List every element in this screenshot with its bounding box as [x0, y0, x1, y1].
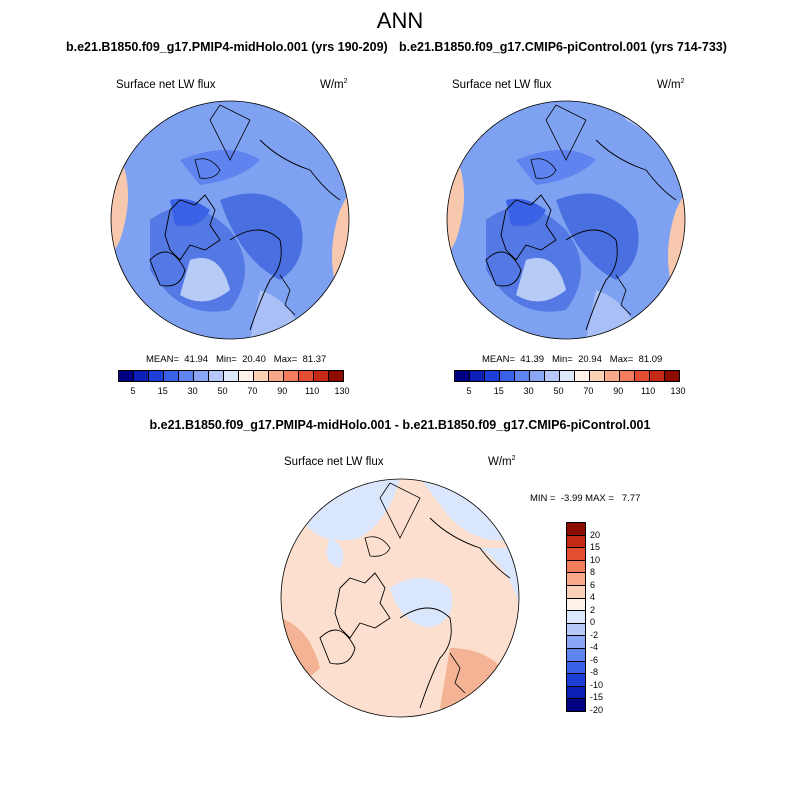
colorbar-tick-label: 130 [334, 386, 350, 396]
colorbar-swatch [560, 371, 575, 381]
colorbar-tick-label: 130 [670, 386, 686, 396]
left-stats: MEAN= 41.94 Min= 20.40 Max= 81.37 [146, 354, 327, 365]
colorbar-tick-label: 110 [640, 386, 656, 396]
colorbar-swatch [650, 371, 665, 381]
diff-colorbar [566, 522, 586, 712]
colorbar-swatch [254, 371, 269, 381]
difference-polar-map [280, 478, 520, 718]
colorbar-tick-label: -8 [590, 667, 599, 678]
colorbar-tick-label: -6 [590, 654, 599, 665]
left-colorbar-ticks: 5 15 30 50 70 90 110 130 [118, 386, 349, 398]
colorbar-tick-label: -2 [590, 629, 599, 640]
colorbar-tick-label: 15 [493, 386, 504, 396]
colorbar-swatch [485, 371, 500, 381]
colorbar-swatch [194, 371, 209, 381]
left-polar-map [110, 100, 350, 340]
colorbar-swatch [545, 371, 560, 381]
colorbar-swatch [530, 371, 545, 381]
colorbar-tick-label: 90 [277, 386, 288, 396]
right-colorbar [454, 370, 680, 382]
colorbar-tick-label: 30 [187, 386, 198, 396]
colorbar-swatch [567, 573, 585, 586]
colorbar-swatch [224, 371, 239, 381]
colorbar-tick-label: 90 [613, 386, 624, 396]
diff-stats: MIN = -3.99 MAX = 7.77 [530, 493, 641, 504]
colorbar-tick-label: -4 [590, 642, 599, 653]
left-variable-label: Surface net LW flux [116, 79, 216, 91]
colorbar-tick-label: 2 [590, 604, 596, 615]
colorbar-swatch [329, 371, 343, 381]
colorbar-tick-label: 70 [583, 386, 594, 396]
colorbar-swatch [635, 371, 650, 381]
colorbar-tick-label: 6 [590, 579, 596, 590]
colorbar-swatch [239, 371, 254, 381]
colorbar-swatch [314, 371, 329, 381]
colorbar-tick-label: -10 [590, 679, 604, 690]
colorbar-tick-label: 4 [590, 592, 596, 603]
colorbar-swatch [515, 371, 530, 381]
colorbar-tick-label: 8 [590, 567, 596, 578]
right-run-title: b.e21.B1850.f09_g17.CMIP6-piControl.001 … [399, 40, 727, 54]
colorbar-tick-label: 70 [247, 386, 258, 396]
colorbar-swatch [269, 371, 284, 381]
colorbar-swatch [605, 371, 620, 381]
colorbar-swatch [567, 661, 585, 675]
colorbar-tick-label: -15 [590, 692, 604, 703]
colorbar-swatch [470, 371, 485, 381]
colorbar-swatch [620, 371, 635, 381]
colorbar-swatch [567, 560, 585, 574]
colorbar-swatch [500, 371, 515, 381]
colorbar-swatch [575, 371, 590, 381]
right-units-label: W/m2 [657, 78, 685, 91]
colorbar-swatch [567, 699, 585, 711]
colorbar-swatch [209, 371, 224, 381]
colorbar-swatch [164, 371, 179, 381]
colorbar-swatch [590, 371, 605, 381]
left-units-label: W/m2 [320, 78, 348, 91]
colorbar-swatch [567, 674, 585, 687]
colorbar-tick-label: 110 [304, 386, 320, 396]
right-stats: MEAN= 41.39 Min= 20.94 Max= 81.09 [482, 354, 663, 365]
colorbar-tick-label: 10 [590, 554, 601, 565]
main-title: ANN [376, 8, 424, 33]
colorbar-swatch [455, 371, 470, 381]
colorbar-swatch [567, 611, 585, 624]
left-run-title: b.e21.B1850.f09_g17.PMIP4-midHolo.001 (y… [66, 40, 388, 54]
colorbar-swatch [134, 371, 149, 381]
diff-colorbar-ticks: 20 15 10 8 6 4 2 0 -2 -4 -6 -8 -10 -15 -20 [590, 522, 620, 715]
colorbar-tick-label: 20 [590, 529, 601, 540]
colorbar-swatch [567, 623, 585, 637]
difference-title: b.e21.B1850.f09_g17.PMIP4-midHolo.001 - … [149, 418, 651, 432]
colorbar-swatch [567, 523, 585, 536]
colorbar-tick-label: 5 [466, 386, 472, 396]
colorbar-swatch [284, 371, 299, 381]
colorbar-tick-label: 0 [590, 617, 596, 628]
diff-units-label: W/m2 [488, 455, 516, 468]
colorbar-tick-label: 15 [590, 542, 601, 553]
left-colorbar [118, 370, 344, 382]
right-polar-map [446, 100, 686, 340]
colorbar-swatch [149, 371, 164, 381]
colorbar-swatch [567, 636, 585, 649]
colorbar-swatch [665, 371, 679, 381]
colorbar-swatch [179, 371, 194, 381]
right-colorbar-ticks: 5 15 30 50 70 90 110 130 [454, 386, 685, 398]
colorbar-swatch [119, 371, 134, 381]
colorbar-swatch [567, 598, 585, 612]
right-variable-label: Surface net LW flux [452, 79, 552, 91]
colorbar-tick-label: 15 [157, 386, 168, 396]
colorbar-swatch [567, 548, 585, 561]
colorbar-tick-label: 30 [523, 386, 534, 396]
colorbar-swatch [567, 686, 585, 700]
colorbar-swatch [567, 585, 585, 599]
colorbar-swatch [299, 371, 314, 381]
diff-variable-label: Surface net LW flux [284, 456, 384, 468]
colorbar-tick-label: 5 [130, 386, 136, 396]
colorbar-tick-label: -20 [590, 705, 604, 715]
colorbar-tick-label: 50 [553, 386, 564, 396]
colorbar-swatch [567, 535, 585, 549]
colorbar-swatch [567, 648, 585, 662]
colorbar-tick-label: 50 [217, 386, 228, 396]
